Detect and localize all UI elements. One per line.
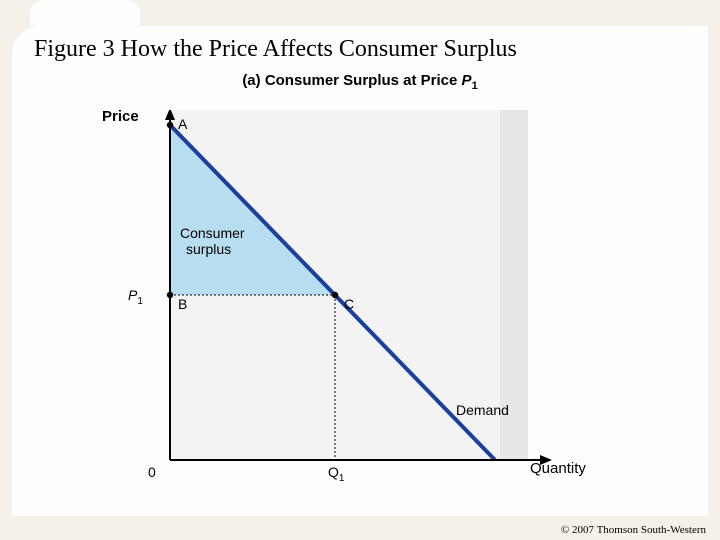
label-A: A — [178, 116, 187, 132]
x-axis-label: Quantity — [530, 460, 586, 477]
label-P1: P1 — [128, 287, 143, 307]
subtitle-var: P — [462, 72, 472, 89]
label-B: B — [178, 296, 187, 312]
subtitle-prefix: (a) Consumer Surplus at Price — [242, 72, 461, 89]
panel-subtitle: (a) Consumer Surplus at Price P1 — [0, 72, 720, 92]
y-axis-label: Price — [102, 108, 139, 125]
card-tab — [30, 0, 140, 26]
P1-var: P — [128, 287, 137, 303]
label-Q1: Q1 — [328, 464, 344, 484]
P1-sub: 1 — [137, 296, 143, 307]
point-A — [167, 122, 173, 128]
origin-label: 0 — [148, 464, 156, 480]
copyright: © 2007 Thomson South-Western — [561, 524, 706, 536]
label-C: C — [344, 296, 354, 312]
Q1-sub: 1 — [339, 473, 345, 484]
subtitle-sub: 1 — [472, 80, 478, 92]
surplus-label: Consumer surplus — [180, 225, 245, 257]
surplus-line2: surplus — [180, 241, 231, 257]
point-B — [167, 292, 173, 298]
chart-area: Price A Consumer surplus P1 B C Demand 0… — [150, 110, 590, 482]
point-C — [332, 292, 338, 298]
figure-title: Figure 3 How the Price Affects Consumer … — [34, 36, 517, 63]
Q1-var: Q — [328, 464, 339, 480]
demand-label: Demand — [456, 402, 509, 418]
chart-svg — [150, 110, 590, 482]
surplus-line1: Consumer — [180, 225, 245, 241]
